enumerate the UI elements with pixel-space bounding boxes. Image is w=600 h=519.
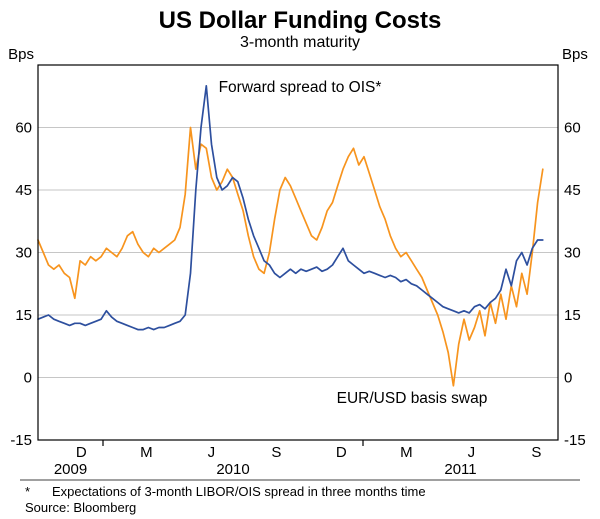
year-label-2010: 2010 — [216, 461, 249, 478]
y-label-right-30: 30 — [564, 245, 581, 262]
footnote-text: Expectations of 3-month LIBOR/OIS spread… — [52, 484, 426, 499]
x-month-label-2: J — [208, 444, 216, 461]
y-label-right-15: 15 — [564, 307, 581, 324]
y-axis-right-labels: -15 0 15 30 45 60 — [564, 120, 586, 450]
gridlines — [38, 127, 558, 378]
x-month-label-1: M — [140, 444, 153, 461]
y-axis-unit-left: Bps — [8, 46, 34, 63]
y-label-left-60: 60 — [15, 120, 32, 137]
footnote-marker: * — [25, 484, 30, 499]
series-lines — [37, 84, 544, 387]
year-label-2011: 2011 — [444, 461, 476, 478]
y-label-right-45: 45 — [564, 182, 581, 199]
x-month-label-0: D — [76, 444, 87, 461]
y-label-left-30: 30 — [15, 245, 32, 262]
y-label-left-45: 45 — [15, 182, 32, 199]
y-label-right-60: 60 — [564, 120, 581, 137]
series-line-eur-usd-basis-swap — [37, 126, 544, 387]
chart-title: US Dollar Funding Costs — [159, 7, 442, 34]
series-label-forward-spread: Forward spread to OIS* — [219, 79, 382, 96]
x-month-label-6: J — [468, 444, 476, 461]
series-label-basis-swap: EUR/USD basis swap — [337, 390, 488, 407]
series-line-forward-spread-to-ois- — [37, 84, 544, 331]
x-month-label-4: D — [336, 444, 347, 461]
y-label-left-0: 0 — [24, 370, 32, 387]
plot-frame — [37, 64, 559, 441]
x-month-label-3: S — [271, 444, 281, 461]
year-label-2009: 2009 — [54, 461, 87, 478]
chart-subtitle: 3-month maturity — [240, 34, 360, 51]
x-axis-labels: D M J S D M J S 2009 2010 2011 — [54, 440, 541, 478]
y-axis-unit-right: Bps — [562, 46, 588, 63]
x-month-label-7: S — [531, 444, 541, 461]
x-month-label-5: M — [400, 444, 413, 461]
y-label-left-15: 15 — [15, 307, 32, 324]
source-text: Source: Bloomberg — [25, 500, 136, 515]
y-label-right-0: 0 — [564, 370, 572, 387]
y-label-left--15: -15 — [10, 432, 32, 449]
y-axis-left-labels: -15 0 15 30 45 60 — [10, 120, 32, 450]
y-label-right--15: -15 — [564, 432, 586, 449]
